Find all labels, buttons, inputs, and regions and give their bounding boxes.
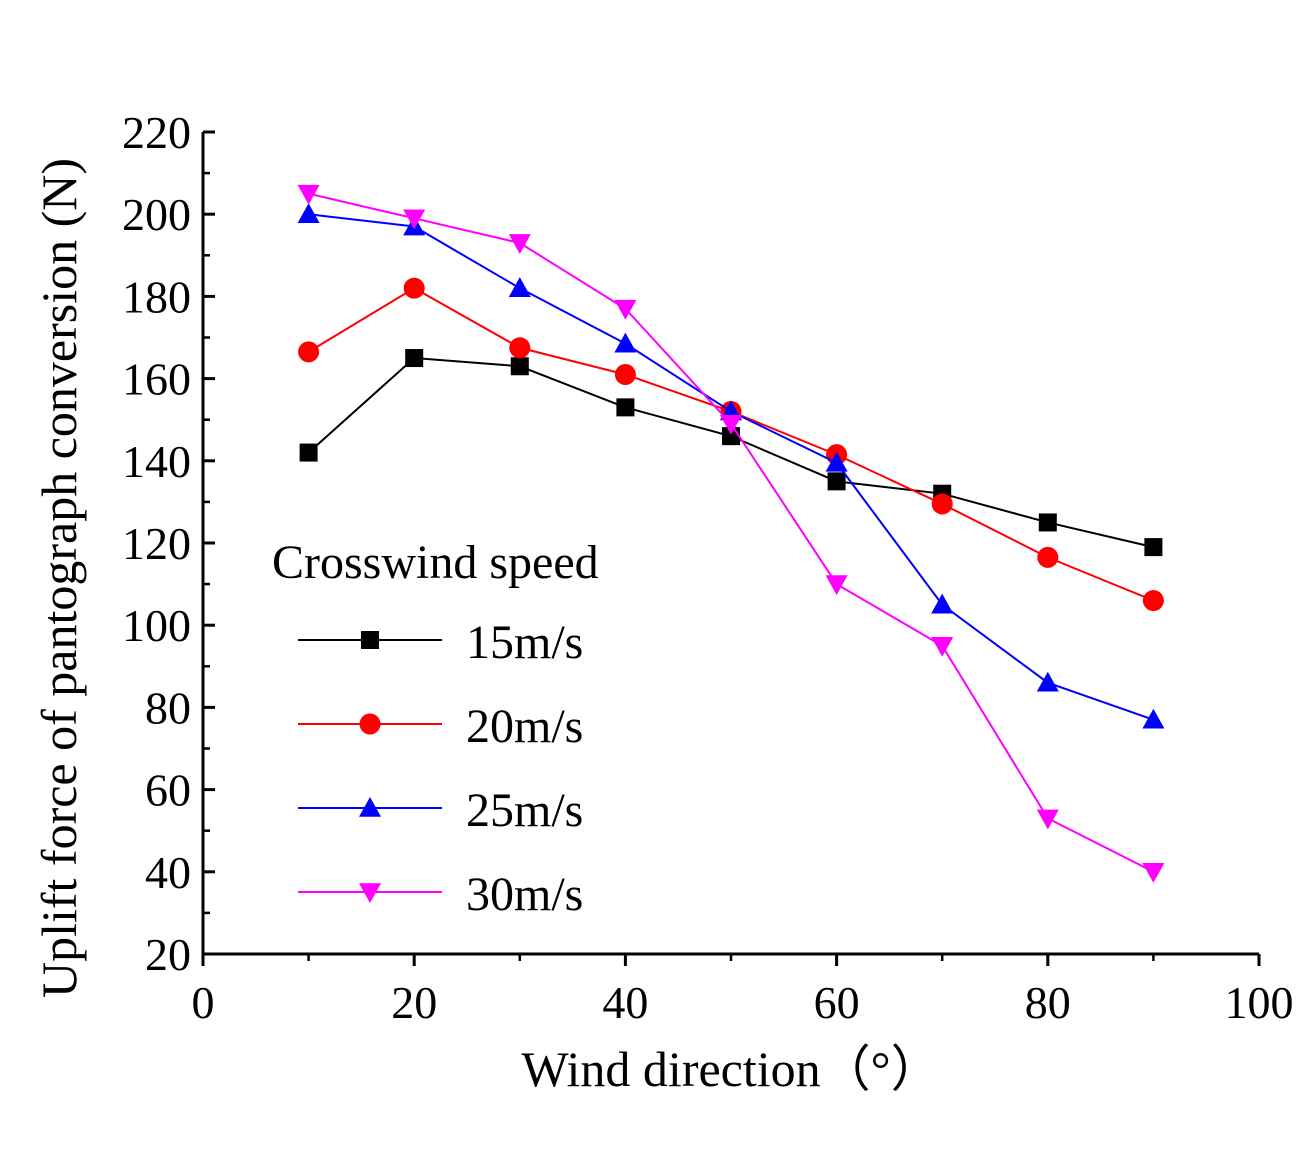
y-tick-label: 180 bbox=[122, 271, 191, 322]
series-line bbox=[307, 357, 1154, 549]
legend-marker bbox=[359, 713, 381, 735]
data-point bbox=[405, 349, 424, 368]
data-point bbox=[1037, 546, 1059, 568]
series-15m/s bbox=[299, 349, 1163, 557]
data-point bbox=[403, 277, 425, 299]
data-point bbox=[825, 575, 848, 596]
y-tick-label: 140 bbox=[122, 436, 191, 487]
data-point bbox=[614, 299, 637, 320]
y-tick-label: 120 bbox=[122, 518, 191, 569]
legend: Crosswind speed 15m/s 20m/s 25m/s 30m/s bbox=[272, 536, 599, 921]
data-point bbox=[931, 636, 954, 657]
data-point bbox=[298, 341, 320, 363]
x-tick-label: 80 bbox=[1025, 977, 1071, 1028]
series-line bbox=[308, 192, 1154, 873]
y-tick-label: 100 bbox=[122, 600, 191, 651]
y-tick-label: 40 bbox=[145, 847, 191, 898]
legend-item: 15m/s bbox=[298, 616, 583, 669]
data-point bbox=[1142, 590, 1164, 612]
data-point bbox=[403, 209, 426, 230]
data-point bbox=[297, 203, 320, 223]
data-point bbox=[825, 451, 848, 472]
data-point bbox=[1144, 538, 1163, 557]
data-point bbox=[1142, 863, 1165, 883]
y-tick-label: 160 bbox=[122, 354, 191, 405]
data-point bbox=[508, 234, 531, 254]
data-point bbox=[297, 184, 320, 205]
y-tick-label: 80 bbox=[145, 682, 191, 733]
data-point bbox=[510, 357, 529, 376]
data-point bbox=[931, 593, 954, 614]
data-point bbox=[616, 398, 635, 417]
y-axis-title: Uplift force of pantograph conversion (N… bbox=[31, 158, 87, 998]
legend-marker bbox=[359, 797, 381, 817]
series-layer bbox=[297, 184, 1165, 883]
x-tick-label: 60 bbox=[814, 977, 860, 1028]
y-tick-label: 20 bbox=[145, 929, 191, 980]
data-point bbox=[1036, 809, 1059, 830]
x-tick-label: 40 bbox=[602, 977, 648, 1028]
data-point bbox=[614, 332, 637, 353]
data-point bbox=[720, 415, 742, 435]
data-point bbox=[508, 277, 531, 297]
legend-label: 25m/s bbox=[466, 784, 583, 837]
x-tick-label: 20 bbox=[391, 977, 437, 1028]
legend-marker bbox=[359, 883, 381, 903]
series-25m/s bbox=[297, 203, 1165, 729]
x-tick-label: 100 bbox=[1225, 977, 1294, 1028]
data-point bbox=[827, 472, 846, 491]
data-point bbox=[931, 493, 953, 515]
legend-marker bbox=[361, 631, 379, 649]
data-point bbox=[1036, 671, 1059, 692]
legend-title: Crosswind speed bbox=[272, 536, 599, 589]
legend-item: 30m/s bbox=[298, 868, 583, 921]
data-point bbox=[1142, 708, 1165, 729]
legend-label: 30m/s bbox=[466, 868, 583, 921]
y-tick-label: 60 bbox=[145, 765, 191, 816]
legend-label: 20m/s bbox=[466, 700, 583, 753]
data-point bbox=[509, 337, 531, 359]
legend-label: 15m/s bbox=[466, 616, 583, 669]
y-tick-label: 200 bbox=[122, 189, 191, 240]
data-point bbox=[614, 363, 636, 385]
x-axis-title: Wind direction（°） bbox=[521, 1041, 940, 1097]
x-tick-label: 0 bbox=[192, 977, 215, 1028]
data-point bbox=[299, 443, 318, 462]
data-point bbox=[1038, 513, 1057, 532]
legend-item: 20m/s bbox=[298, 700, 583, 753]
series-line bbox=[308, 213, 1154, 721]
legend-item: 25m/s bbox=[298, 784, 583, 837]
y-tick-label: 220 bbox=[122, 107, 191, 158]
series-30m/s bbox=[297, 184, 1165, 883]
